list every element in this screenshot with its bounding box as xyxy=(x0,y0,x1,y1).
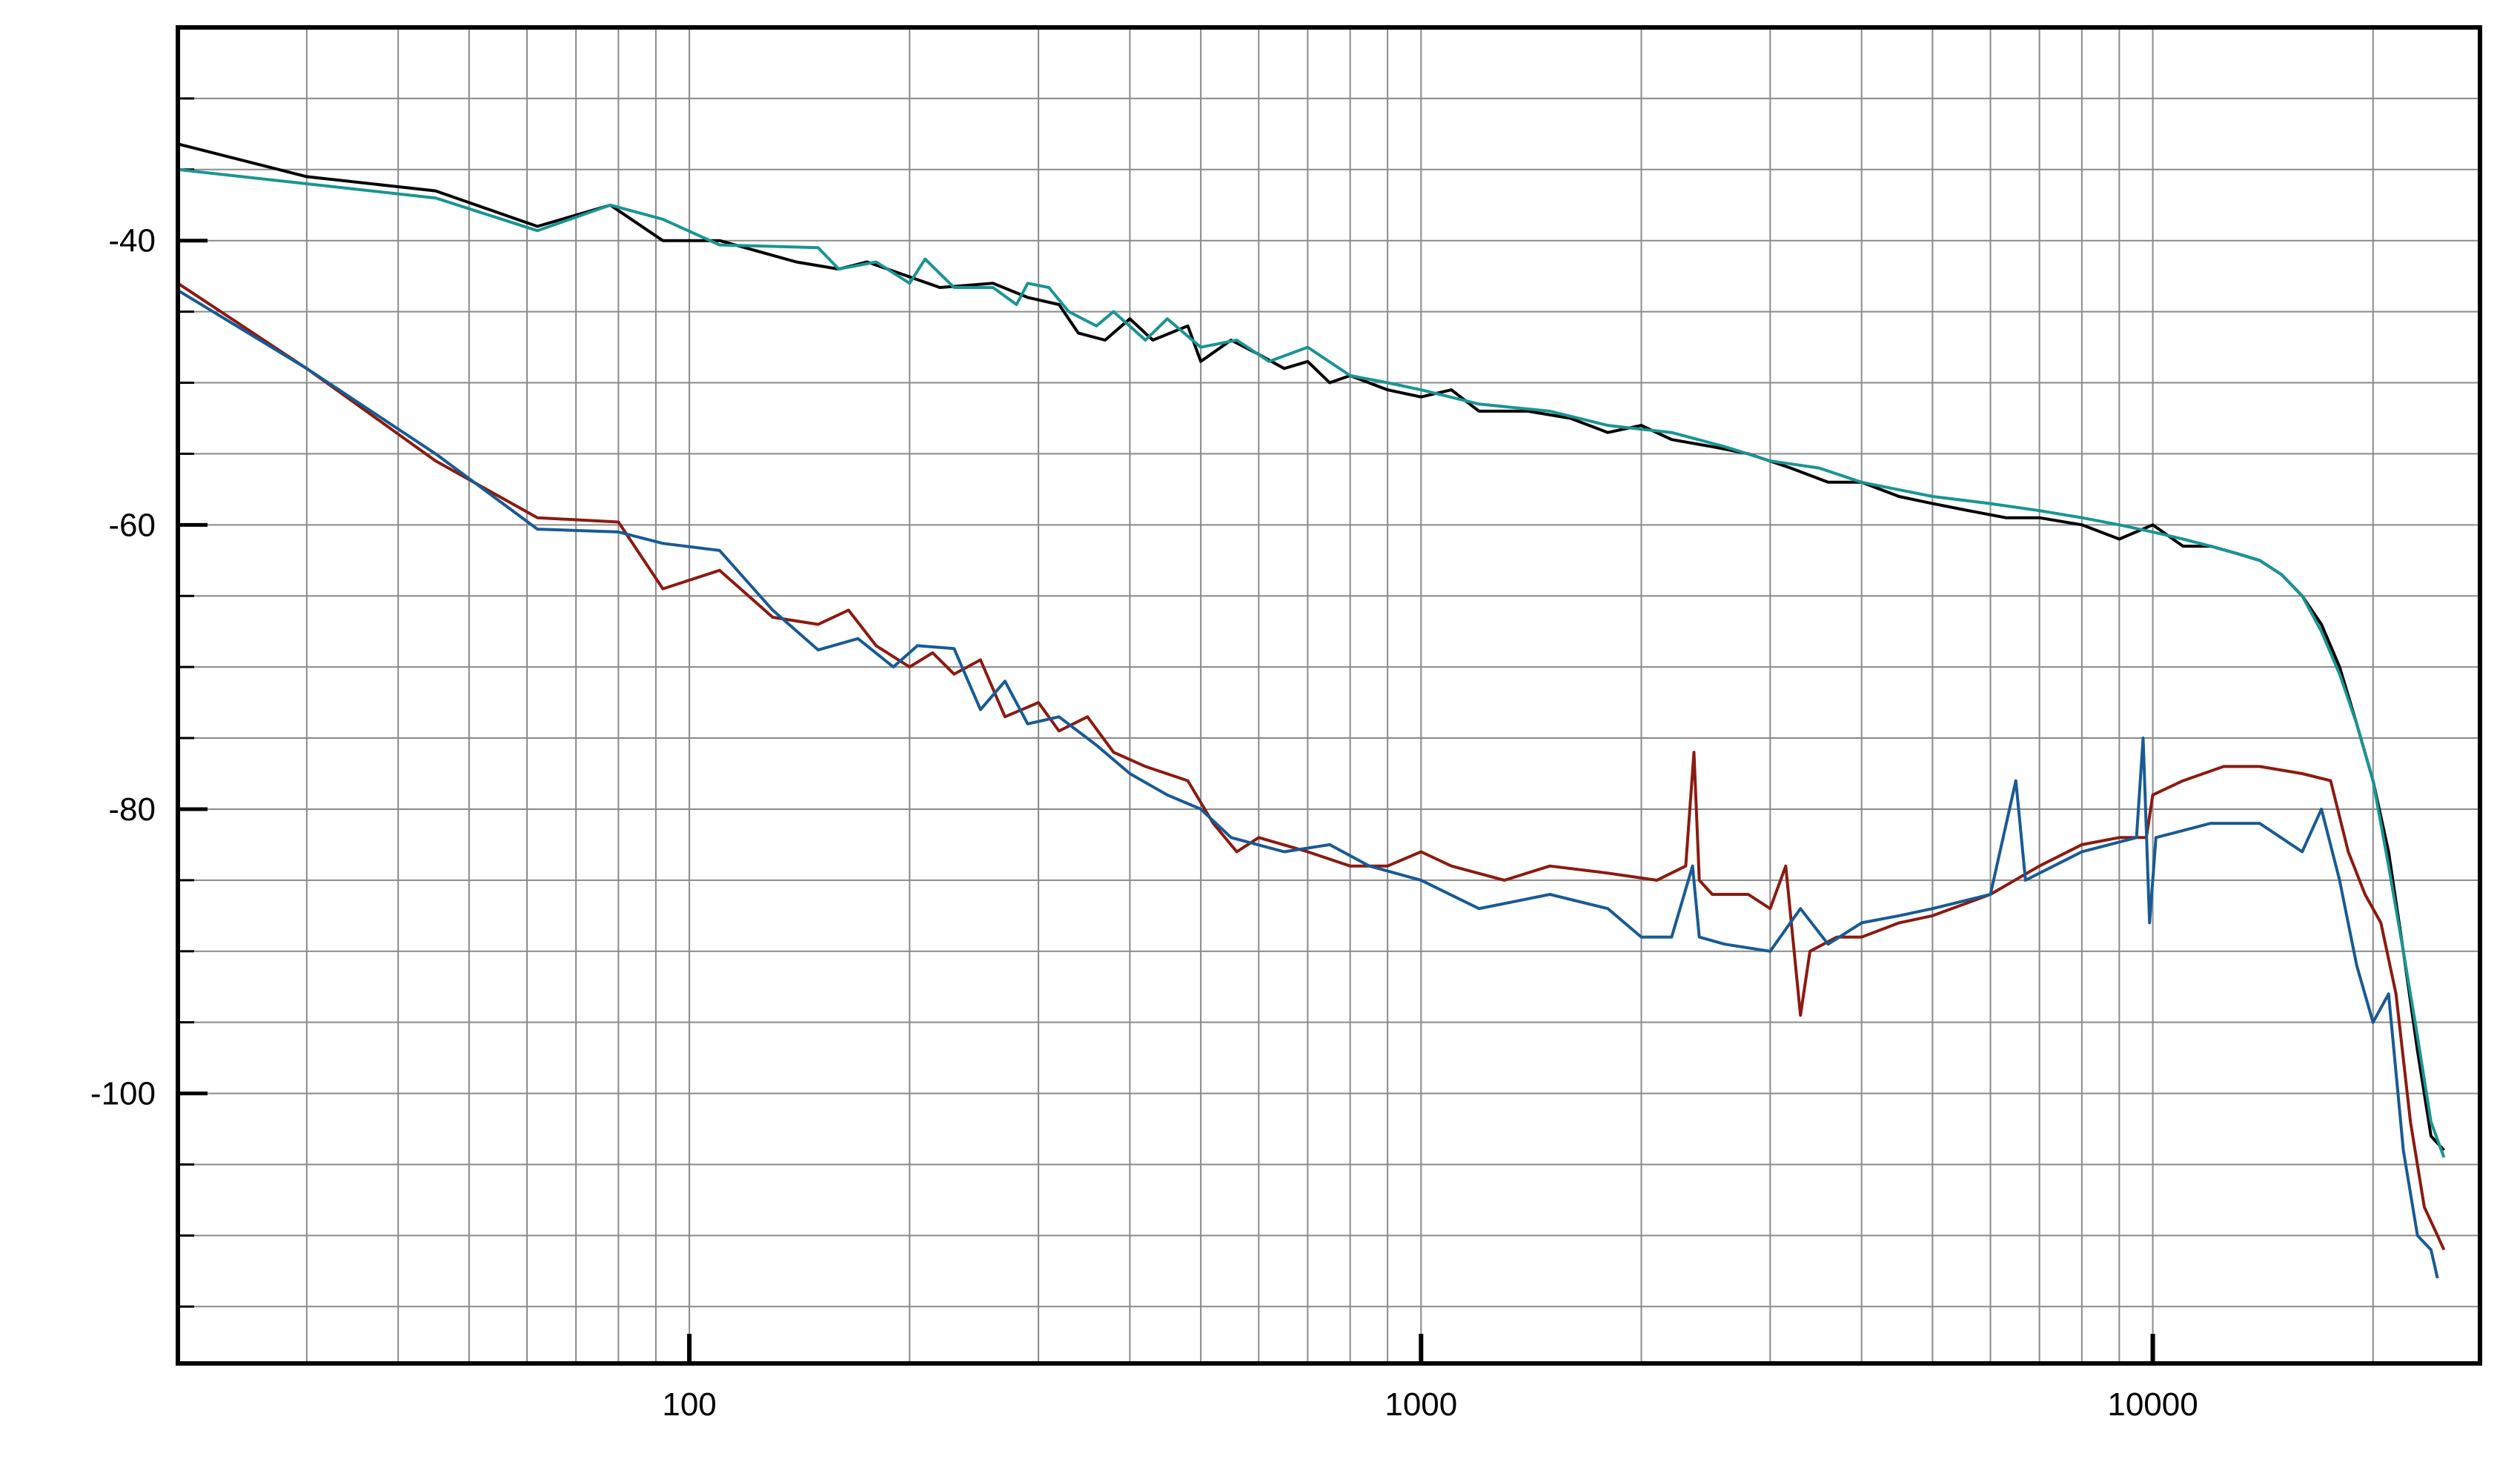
y-tick-label: -80 xyxy=(108,791,156,828)
series-line xyxy=(177,167,2446,1158)
grid xyxy=(177,27,2480,1363)
x-tick-label: 1000 xyxy=(1385,1386,1457,1423)
y-tick-label: -60 xyxy=(108,507,156,543)
tick-labels: 100 1000 10000 -40 -60 -80 -100 xyxy=(90,223,2198,1423)
plot-lines xyxy=(176,142,2446,1279)
y-tick-label: -40 xyxy=(108,223,156,259)
x-tick-label: 100 xyxy=(662,1386,716,1423)
plot-frame xyxy=(176,25,2482,1366)
series-line xyxy=(176,282,2446,1251)
series-line xyxy=(176,289,2439,1279)
y-tick-label: -100 xyxy=(90,1076,156,1112)
x-tick-label: 10000 xyxy=(2107,1386,2198,1423)
